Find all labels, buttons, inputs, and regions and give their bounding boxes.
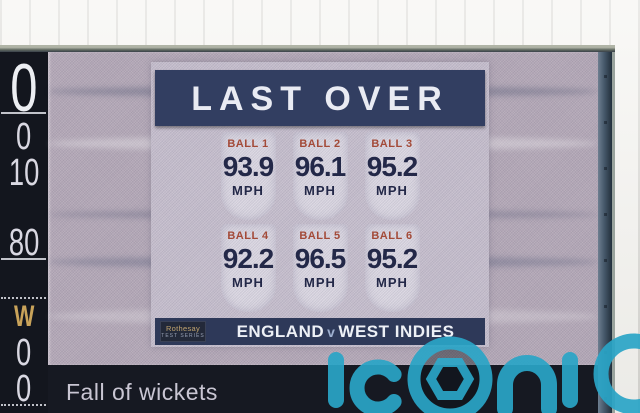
- sponsor-logo: Rothesay TEST SERIES: [160, 321, 206, 342]
- ball-speed-card: BALL 4 92.2 MPH: [220, 224, 276, 312]
- letter-o-ring-icon: [407, 336, 493, 413]
- ball-number-label: BALL 1: [227, 138, 269, 150]
- dotted-divider: [1, 297, 46, 299]
- ball-speed-card: BALL 2 96.1 MPH: [292, 132, 348, 220]
- divider-line: [1, 112, 46, 114]
- ball-number-label: BALL 4: [227, 230, 269, 242]
- ball-speed-unit: MPH: [304, 274, 336, 290]
- score-value: 0: [16, 116, 32, 158]
- match-title: ENGLAND v WEST INDIES: [206, 322, 485, 342]
- last-over-title: LAST OVER: [155, 70, 485, 126]
- score-value: 10: [8, 152, 40, 194]
- divider-line: [1, 258, 46, 260]
- hexagon-nut-icon: [425, 358, 475, 400]
- ball-number-label: BALL 3: [371, 138, 413, 150]
- score-value: 0: [16, 332, 32, 374]
- wickets-letter: W: [13, 300, 35, 333]
- ball-speed-value: 95.2: [366, 243, 419, 275]
- ball-speed-unit: MPH: [232, 274, 264, 290]
- ball-speed-card: BALL 3 95.2 MPH: [364, 132, 420, 220]
- ball-speeds-row-2: BALL 4 92.2 MPH BALL 5 96.5 MPH BALL 6 9…: [151, 224, 489, 312]
- iconic-watermark-logo: [328, 333, 640, 413]
- ball-number-label: BALL 5: [299, 230, 341, 242]
- team2-name: WEST INDIES: [338, 321, 455, 341]
- score-value: 0: [16, 368, 32, 410]
- scoreboard: 0 0 10 80 W 0 0 LAST: [0, 45, 615, 413]
- sponsor-name: Rothesay: [165, 324, 201, 333]
- ball-speed-value: 92.2: [222, 243, 275, 275]
- ball-speed-card: BALL 1 93.9 MPH: [220, 132, 276, 220]
- versus-label: v: [327, 323, 336, 340]
- ball-speed-value: 93.9: [222, 151, 275, 183]
- score-value: 80: [8, 222, 40, 264]
- letter-c-icon: [349, 359, 402, 413]
- ball-speed-unit: MPH: [376, 182, 408, 198]
- ball-speed-value: 96.1: [294, 151, 347, 183]
- letter-n-icon: [497, 355, 557, 413]
- ball-number-label: BALL 6: [371, 230, 413, 242]
- fall-of-wickets-label: Fall of wickets: [66, 379, 218, 405]
- ball-speed-value: 95.2: [366, 151, 419, 183]
- led-screen: 0 0 10 80 W 0 0 LAST: [0, 52, 598, 413]
- ball-speed-value: 96.5: [294, 243, 347, 275]
- score-value-top: 0: [10, 50, 38, 126]
- ball-number-label: BALL 2: [299, 138, 341, 150]
- score-column: 0 0 10 80 W 0 0: [0, 52, 48, 413]
- scoreboard-frame-top: [0, 45, 615, 52]
- scoreboard-frame-edge: [598, 47, 615, 413]
- ball-speed-unit: MPH: [304, 182, 336, 198]
- ball-speeds-row-1: BALL 1 93.9 MPH BALL 2 96.1 MPH BALL 3 9…: [151, 132, 489, 220]
- letter-c-icon: [593, 333, 640, 413]
- last-over-panel: LAST OVER BALL 1 93.9 MPH BALL 2 96.1 MP…: [151, 62, 489, 347]
- ball-speed-card: BALL 6 95.2 MPH: [364, 224, 420, 312]
- sponsor-series: TEST SERIES: [161, 333, 205, 339]
- ball-speed-unit: MPH: [376, 274, 408, 290]
- screen-bright-region: LAST OVER BALL 1 93.9 MPH BALL 2 96.1 MP…: [48, 52, 598, 365]
- ball-speed-unit: MPH: [232, 182, 264, 198]
- ball-speed-card: BALL 5 96.5 MPH: [292, 224, 348, 312]
- match-banner: Rothesay TEST SERIES ENGLAND v WEST INDIES: [155, 318, 485, 345]
- team1-name: ENGLAND: [236, 321, 325, 341]
- dotted-divider: [1, 404, 46, 406]
